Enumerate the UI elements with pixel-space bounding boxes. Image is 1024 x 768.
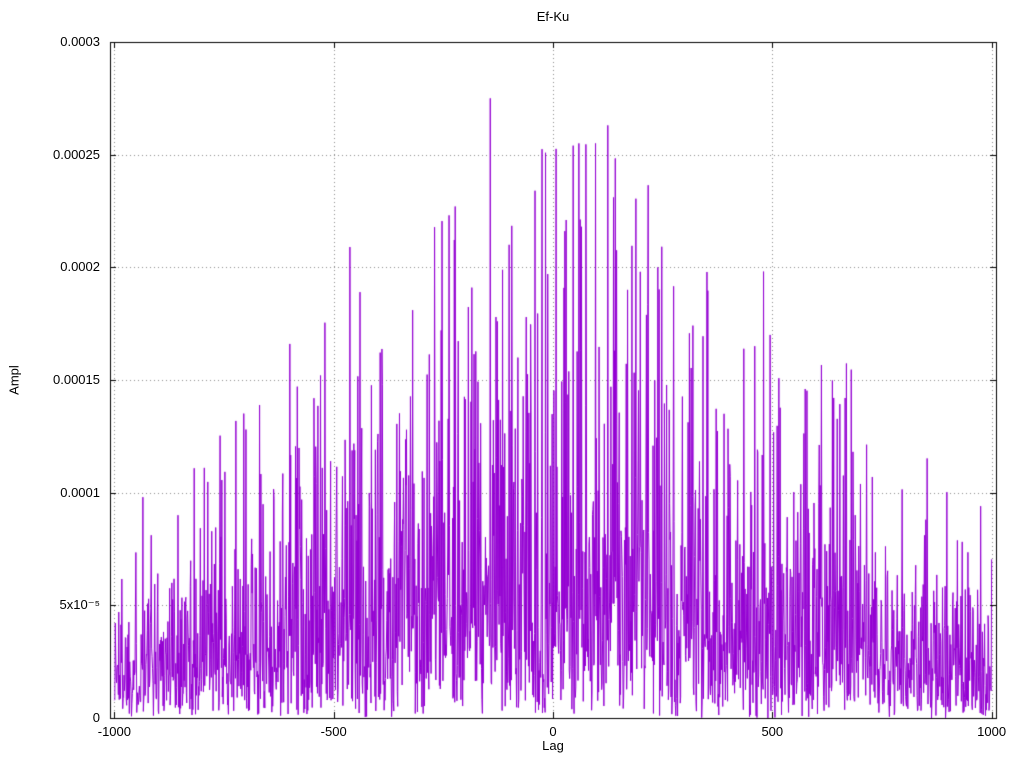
x-tick-label: 1000: [977, 724, 1007, 739]
x-tick-label: 0: [549, 724, 557, 739]
x-tick-label: -1000: [97, 724, 131, 739]
y-tick-label: 0.0003: [60, 34, 100, 49]
x-axis-label: Lag: [542, 738, 564, 753]
y-tick-label: 0.00025: [53, 146, 100, 162]
y-tick-label: 5x10⁻⁵: [59, 597, 100, 613]
chart-title: Ef-Ku: [536, 9, 570, 24]
x-tick-label: -500: [320, 724, 347, 739]
x-tick-label: 500: [761, 724, 784, 739]
y-tick-label: 0.0002: [60, 259, 100, 275]
y-tick-label: 0.0001: [60, 484, 100, 500]
y-tick-label: 0.00015: [53, 372, 100, 387]
y-tick-label: 0: [92, 710, 100, 725]
